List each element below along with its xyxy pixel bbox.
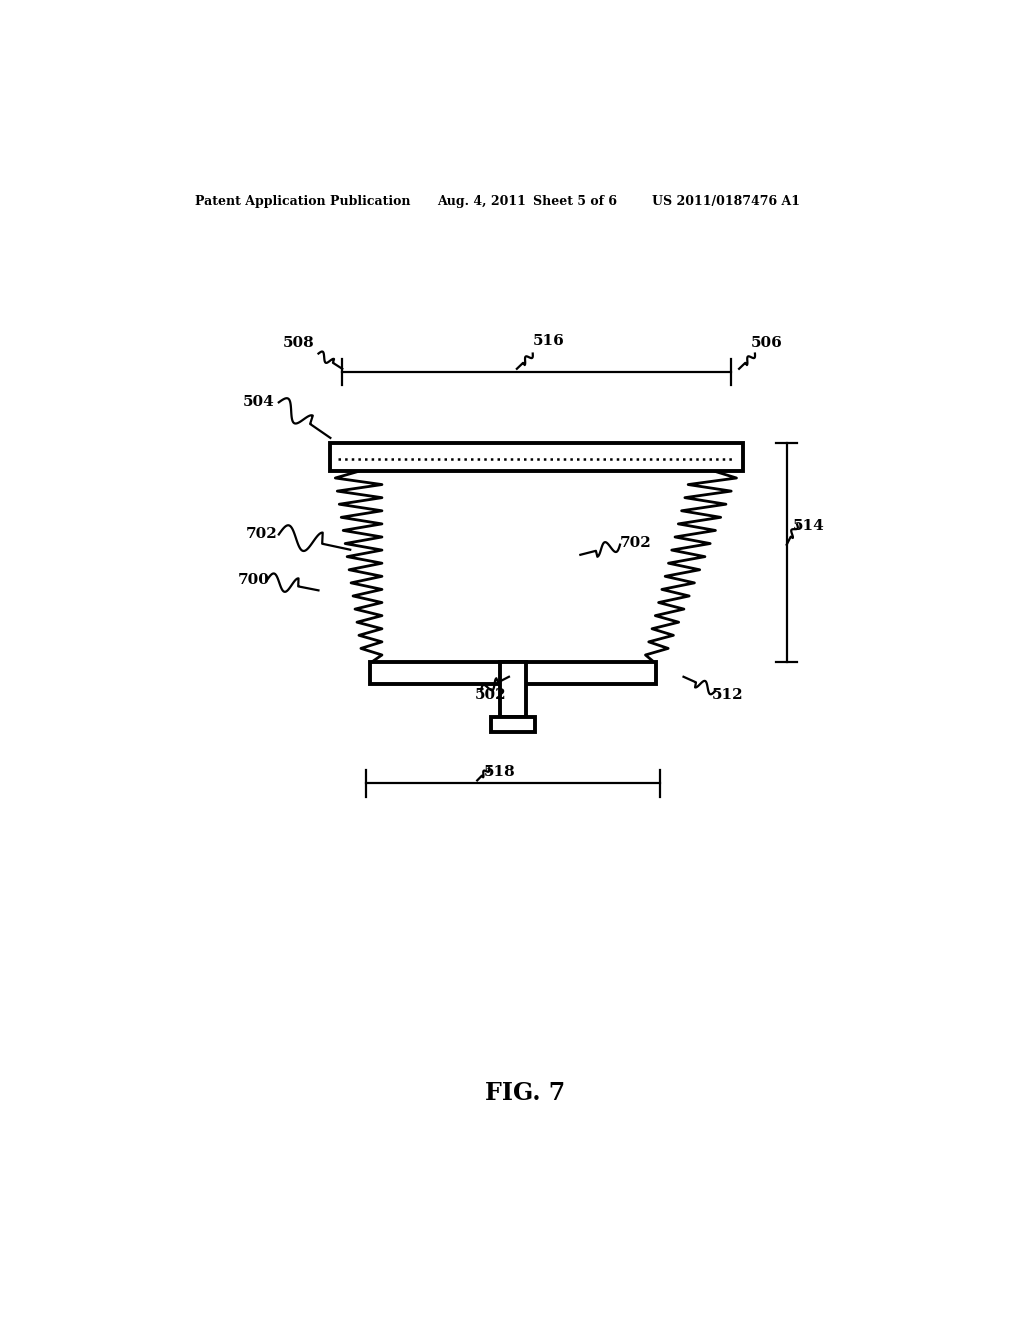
Text: 506: 506: [751, 337, 782, 350]
Text: Sheet 5 of 6: Sheet 5 of 6: [532, 194, 616, 207]
Bar: [492, 718, 535, 731]
Text: 514: 514: [793, 519, 824, 533]
Text: 504: 504: [243, 395, 274, 409]
Text: 702: 702: [620, 536, 652, 549]
Text: Patent Application Publication: Patent Application Publication: [196, 194, 411, 207]
Text: 502: 502: [475, 688, 507, 702]
Text: 512: 512: [712, 688, 743, 702]
Bar: [370, 661, 655, 684]
Bar: [331, 444, 743, 471]
Text: 508: 508: [283, 337, 314, 350]
Text: FIG. 7: FIG. 7: [484, 1081, 565, 1105]
Text: 700: 700: [238, 573, 269, 587]
Text: 516: 516: [532, 334, 564, 348]
Text: US 2011/0187476 A1: US 2011/0187476 A1: [652, 194, 800, 207]
Bar: [500, 661, 525, 718]
Text: 702: 702: [246, 528, 278, 541]
Text: Aug. 4, 2011: Aug. 4, 2011: [437, 194, 526, 207]
Text: 518: 518: [483, 766, 515, 779]
